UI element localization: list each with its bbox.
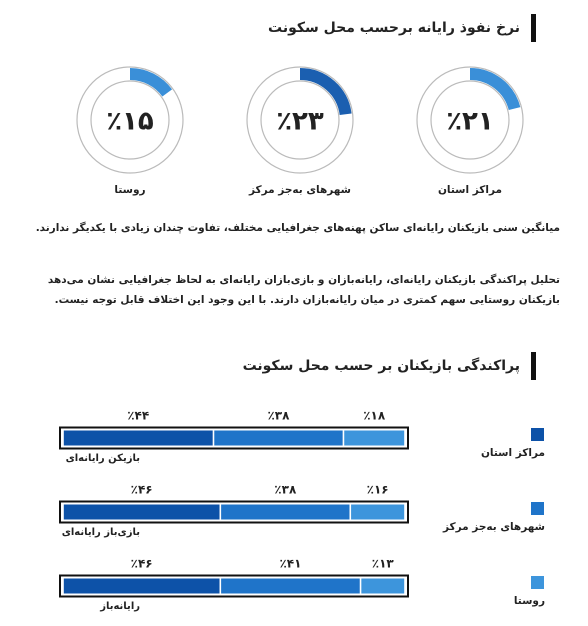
bar-segment — [221, 578, 360, 594]
value-label: ٪۱۳ — [372, 557, 395, 571]
donut-arc — [469, 68, 521, 111]
title-marker — [531, 14, 536, 42]
value-label: ٪۴۶ — [131, 483, 153, 497]
value-label: ٪۳۸ — [274, 483, 297, 497]
category-label: شهرهای به‌جز مرکز — [248, 184, 351, 196]
donut-arc — [299, 68, 352, 116]
value-label: ٪۴۴ — [127, 409, 149, 423]
category-label: روستا — [114, 184, 145, 196]
row-label: بازیکن رایانه‌ای — [66, 453, 140, 464]
bar-segment — [63, 578, 220, 594]
value-label: ٪۲۱ — [446, 107, 494, 137]
value-label: ٪۱۶ — [367, 483, 389, 497]
bar-segment — [214, 430, 343, 446]
value-label: ٪۱۸ — [363, 409, 386, 423]
chart-title: پراکندگی بازیکنان بر حسب محل سکونت — [243, 357, 520, 374]
bar-segment — [361, 578, 405, 594]
row-label: رایانه‌باز — [99, 601, 140, 612]
value-label: ٪۱۵ — [106, 107, 154, 137]
bar-segment — [351, 504, 405, 520]
legend-label: روستا — [514, 595, 545, 607]
bar-segment — [63, 430, 213, 446]
ring-outline — [76, 66, 184, 174]
bar-segment — [344, 430, 405, 446]
value-label: ٪۴۶ — [131, 557, 153, 571]
category-label: مراکز استان — [438, 184, 502, 196]
row-label: بازی‌باز رایانه‌ای — [62, 527, 140, 538]
ring-outline — [90, 80, 170, 160]
title-marker — [531, 352, 536, 380]
paragraph: تحلیل پراکندگی بازیکنان رایانه‌ای، رایان… — [47, 274, 560, 306]
ring-outline — [430, 80, 510, 160]
ring-outline — [260, 80, 340, 160]
value-label: ٪۳۸ — [267, 409, 290, 423]
chart-title: نرخ نفوذ رایانه برحسب محل سکونت — [268, 20, 520, 36]
legend-label: مراکز استان — [481, 447, 545, 459]
legend-swatch — [531, 428, 544, 441]
value-label: ٪۲۳ — [276, 107, 324, 137]
ring-outline — [246, 66, 354, 174]
paragraph: میانگین سنی بازیکنان رایانه‌ای ساکن پهنه… — [35, 222, 560, 234]
legend-swatch — [531, 576, 544, 589]
legend-label: شهرهای به‌جز مرکز — [442, 521, 545, 533]
bar-segment — [221, 504, 350, 520]
donut-arc — [129, 68, 173, 97]
value-label: ٪۴۱ — [279, 557, 301, 571]
bar-segment — [63, 504, 220, 520]
ring-outline — [416, 66, 524, 174]
legend-swatch — [531, 502, 544, 515]
